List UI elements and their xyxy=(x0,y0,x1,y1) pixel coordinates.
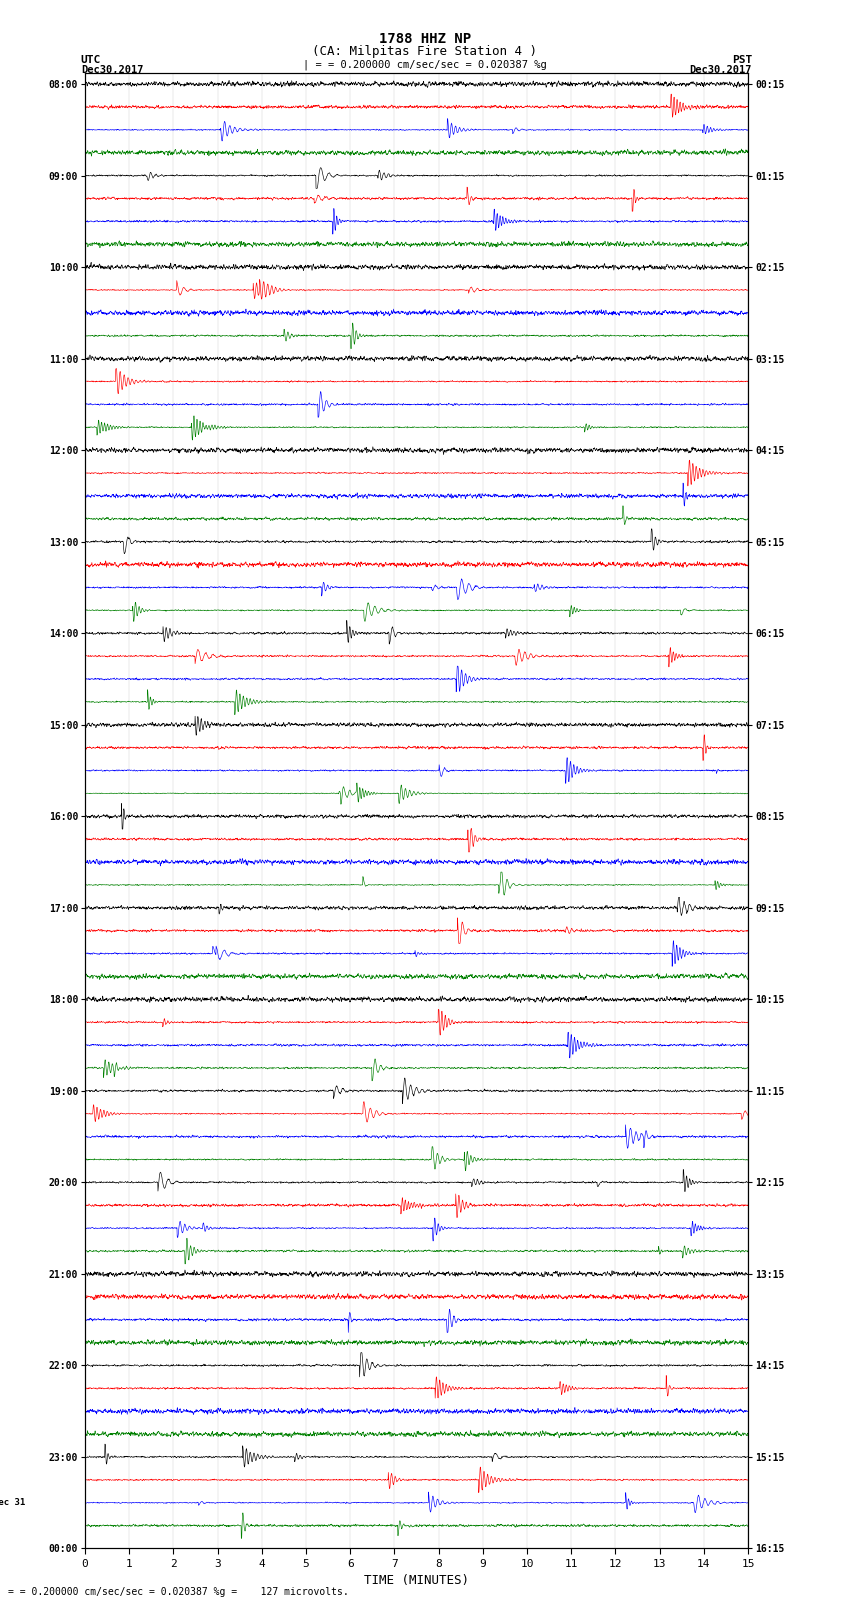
Text: Dec30,2017: Dec30,2017 xyxy=(689,65,752,74)
Text: = = 0.200000 cm/sec/sec = 0.020387 %g =    127 microvolts.: = = 0.200000 cm/sec/sec = 0.020387 %g = … xyxy=(8,1587,349,1597)
Text: | = = 0.200000 cm/sec/sec = 0.020387 %g: | = = 0.200000 cm/sec/sec = 0.020387 %g xyxy=(303,60,547,71)
Text: Dec 31: Dec 31 xyxy=(0,1498,26,1507)
Text: UTC: UTC xyxy=(81,55,101,65)
X-axis label: TIME (MINUTES): TIME (MINUTES) xyxy=(364,1574,469,1587)
Text: 1788 HHZ NP: 1788 HHZ NP xyxy=(379,32,471,47)
Text: Dec30,2017: Dec30,2017 xyxy=(81,65,144,74)
Text: (CA: Milpitas Fire Station 4 ): (CA: Milpitas Fire Station 4 ) xyxy=(313,45,537,58)
Text: PST: PST xyxy=(732,55,752,65)
